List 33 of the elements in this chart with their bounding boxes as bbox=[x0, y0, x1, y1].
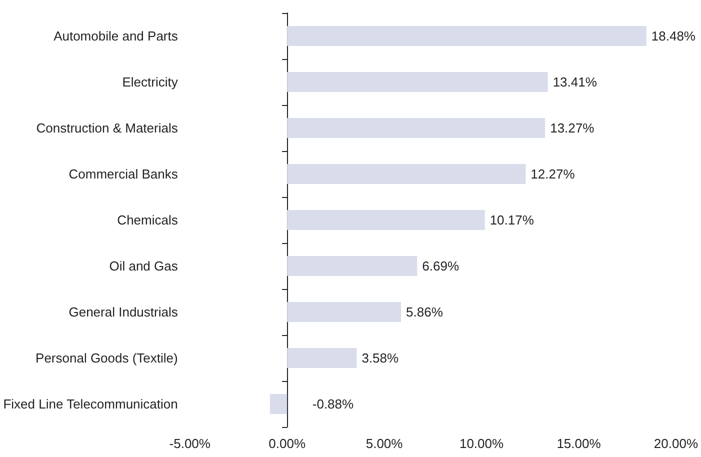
y-tick-label: Automobile and Parts bbox=[54, 28, 178, 44]
bar bbox=[287, 26, 646, 46]
data-label: 12.27% bbox=[530, 166, 576, 182]
bar bbox=[287, 164, 526, 184]
y-tick-label: Oil and Gas bbox=[109, 258, 178, 274]
x-tick-label: 5.00% bbox=[366, 436, 404, 451]
bar bbox=[287, 256, 418, 276]
bar bbox=[287, 72, 548, 92]
bar bbox=[287, 302, 402, 322]
y-tick-label: General Industrials bbox=[68, 304, 178, 320]
x-tick-label: -5.00% bbox=[169, 436, 211, 451]
bar bbox=[287, 348, 357, 368]
x-tick-label: 0.00% bbox=[268, 436, 306, 451]
x-tick-label: 15.00% bbox=[556, 436, 602, 451]
data-label: 5.86% bbox=[406, 304, 444, 320]
bar bbox=[270, 394, 288, 414]
data-label: -0.88% bbox=[312, 396, 354, 412]
y-tick-label: Construction & Materials bbox=[36, 120, 178, 136]
bar bbox=[287, 118, 546, 138]
data-label: 13.27% bbox=[550, 120, 595, 136]
data-label: 10.17% bbox=[490, 212, 534, 228]
y-tick-label: Chemicals bbox=[117, 212, 178, 228]
data-label: 18.48% bbox=[651, 28, 696, 44]
y-tick-label: Electricity bbox=[122, 74, 178, 90]
data-label: 3.58% bbox=[362, 350, 399, 366]
bar bbox=[287, 210, 485, 230]
data-label: 6.69% bbox=[422, 258, 460, 274]
data-label: 13.41% bbox=[552, 74, 598, 90]
x-tick-label: 10.00% bbox=[459, 436, 504, 451]
y-tick-label: Commercial Banks bbox=[68, 166, 178, 182]
y-tick-label: Personal Goods (Textile) bbox=[36, 350, 178, 366]
x-tick-label: 20.00% bbox=[654, 436, 698, 451]
y-tick-label: Fixed Line Telecommunication bbox=[3, 396, 178, 412]
